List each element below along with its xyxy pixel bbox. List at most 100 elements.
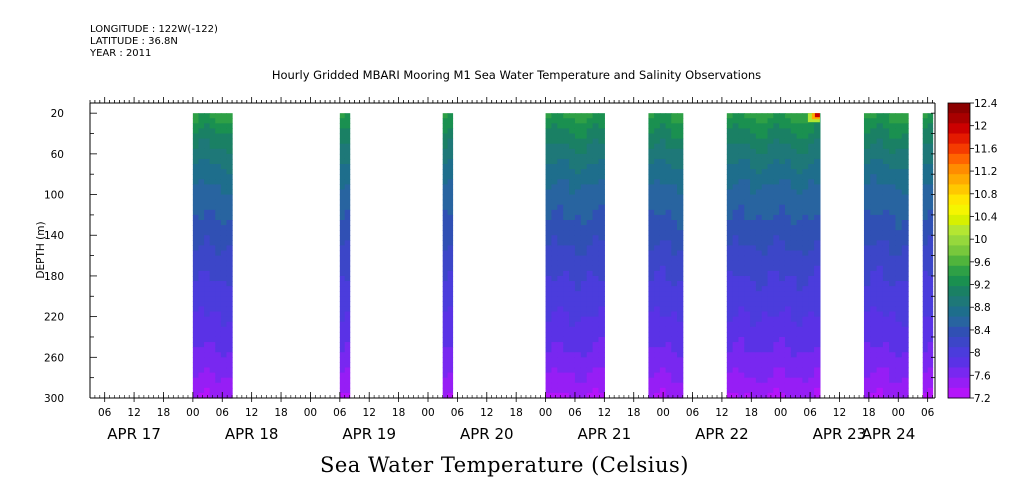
temperature-cell — [551, 270, 558, 277]
temperature-cell — [209, 230, 216, 236]
temperature-cell — [569, 133, 576, 140]
temperature-cell — [773, 296, 780, 302]
temperature-cell — [592, 357, 600, 363]
temperature-cell — [750, 204, 757, 211]
temperature-cell — [814, 189, 821, 196]
temperature-cell — [545, 189, 553, 196]
temperature-cell — [557, 240, 564, 247]
temperature-cell — [882, 301, 890, 308]
temperature-cell — [882, 342, 890, 348]
temperature-cell — [557, 352, 564, 358]
temperature-cell — [732, 347, 740, 353]
temperature-cell — [665, 245, 672, 252]
temperature-cell — [732, 270, 740, 277]
temperature-cell — [767, 209, 774, 216]
temperature-cell — [226, 311, 233, 318]
temperature-cell — [592, 372, 600, 379]
temperature-cell — [592, 255, 600, 262]
temperature-cell — [808, 392, 815, 399]
temperature-cell — [580, 240, 588, 247]
temperature-cell — [882, 352, 890, 358]
temperature-cell — [586, 179, 594, 185]
temperature-cell — [726, 326, 734, 333]
temperature-cell — [339, 387, 346, 394]
temperature-cell — [895, 347, 903, 353]
temperature-cell — [796, 184, 804, 191]
temperature-cell — [726, 138, 734, 145]
temperature-cell — [767, 123, 774, 130]
temperature-cell — [671, 362, 678, 369]
temperature-cell — [779, 372, 786, 379]
temperature-cell — [870, 352, 878, 358]
temperature-cell — [339, 270, 346, 277]
temperature-cell — [592, 321, 600, 328]
temperature-cell — [895, 392, 903, 399]
temperature-cell — [557, 362, 564, 369]
temperature-cell — [659, 387, 667, 394]
temperature-cell — [784, 342, 792, 348]
x-tick-label: 18 — [627, 407, 640, 419]
temperature-cell — [648, 352, 655, 358]
temperature-cell — [863, 225, 871, 231]
temperature-cell — [654, 275, 661, 282]
temperature-cell — [569, 118, 576, 124]
temperature-cell — [773, 219, 780, 226]
temperature-cell — [220, 230, 228, 236]
temperature-cell — [209, 255, 216, 262]
temperature-cell — [889, 138, 897, 145]
temperature-cell — [796, 169, 804, 175]
colorbar-swatch — [948, 225, 970, 236]
temperature-cell — [557, 347, 564, 353]
colorbar-swatch — [948, 235, 970, 246]
temperature-cell — [922, 306, 929, 313]
temperature-cell — [209, 362, 216, 369]
temperature-cell — [755, 113, 763, 119]
temperature-cell — [889, 204, 897, 211]
temperature-cell — [648, 362, 655, 369]
temperature-cell — [773, 255, 780, 262]
temperature-cell — [586, 387, 594, 394]
temperature-cell — [226, 209, 233, 216]
temperature-cell — [927, 382, 934, 389]
temperature-cell — [870, 138, 878, 145]
temperature-cell — [198, 225, 205, 231]
temperature-cell — [814, 255, 821, 262]
temperature-cell — [557, 377, 564, 384]
temperature-cell — [344, 301, 351, 308]
temperature-cell — [808, 158, 815, 165]
temperature-cell — [447, 331, 454, 338]
temperature-cell — [654, 235, 661, 241]
temperature-cell — [870, 194, 878, 201]
temperature-cell — [750, 169, 757, 175]
temperature-cell — [773, 270, 780, 277]
temperature-cell — [732, 260, 740, 267]
temperature-cell — [726, 260, 734, 267]
temperature-cell — [814, 199, 821, 206]
temperature-cell — [220, 153, 228, 160]
temperature-cell — [767, 275, 774, 282]
temperature-cell — [671, 281, 678, 287]
temperature-cell — [215, 235, 222, 241]
temperature-cell — [665, 286, 672, 292]
temperature-cell — [726, 296, 734, 302]
temperature-cell — [545, 164, 553, 170]
temperature-cell — [574, 387, 582, 394]
temperature-cell — [192, 133, 200, 140]
temperature-cell — [738, 169, 745, 175]
temperature-cell — [814, 311, 821, 318]
temperature-cell — [796, 372, 804, 379]
temperature-cell — [784, 387, 792, 394]
temperature-cell — [215, 204, 222, 211]
temperature-cell — [665, 306, 672, 313]
temperature-cell — [808, 143, 815, 150]
temperature-cell — [738, 214, 745, 221]
temperature-cell — [339, 326, 346, 333]
temperature-cell — [220, 250, 228, 257]
temperature-cell — [598, 342, 605, 348]
temperature-cell — [198, 296, 205, 302]
temperature-cell — [738, 133, 745, 140]
temperature-cell — [598, 230, 605, 236]
temperature-cell — [665, 189, 672, 196]
temperature-cell — [802, 296, 809, 302]
temperature-cell — [557, 250, 564, 257]
